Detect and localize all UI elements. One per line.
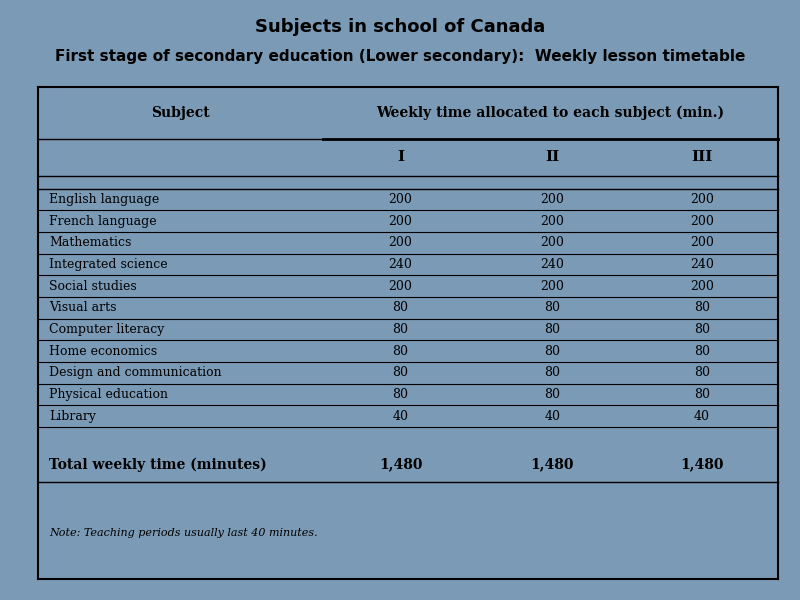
Text: I: I	[397, 150, 404, 164]
Text: 80: 80	[393, 388, 409, 401]
Text: Subject: Subject	[151, 106, 210, 120]
Text: 80: 80	[544, 367, 560, 379]
Text: 80: 80	[544, 323, 560, 336]
Text: 40: 40	[694, 410, 710, 422]
Text: Mathematics: Mathematics	[50, 236, 132, 250]
Text: 40: 40	[393, 410, 409, 422]
Text: 40: 40	[544, 410, 560, 422]
Text: 1,480: 1,480	[680, 457, 723, 472]
Text: 200: 200	[690, 280, 714, 293]
Text: 80: 80	[694, 301, 710, 314]
Text: III: III	[691, 150, 713, 164]
Text: 80: 80	[393, 323, 409, 336]
Text: Note: Teaching periods usually last 40 minutes.: Note: Teaching periods usually last 40 m…	[50, 528, 318, 538]
Text: Visual arts: Visual arts	[50, 301, 117, 314]
Text: Computer literacy: Computer literacy	[50, 323, 165, 336]
Text: II: II	[545, 150, 559, 164]
Text: English language: English language	[50, 193, 160, 206]
Text: 240: 240	[540, 258, 564, 271]
Text: 200: 200	[540, 280, 564, 293]
Text: 200: 200	[690, 215, 714, 228]
Text: Weekly time allocated to each subject (min.): Weekly time allocated to each subject (m…	[376, 106, 724, 120]
Text: 80: 80	[694, 388, 710, 401]
Text: 1,480: 1,480	[379, 457, 422, 472]
Text: 200: 200	[690, 236, 714, 250]
Text: 80: 80	[694, 367, 710, 379]
Text: 200: 200	[540, 215, 564, 228]
Text: 80: 80	[393, 367, 409, 379]
Text: 80: 80	[544, 301, 560, 314]
Text: 80: 80	[694, 323, 710, 336]
Text: Library: Library	[50, 410, 97, 422]
Text: 1,480: 1,480	[530, 457, 574, 472]
Text: 200: 200	[389, 280, 413, 293]
Text: Integrated science: Integrated science	[50, 258, 168, 271]
Text: 80: 80	[544, 388, 560, 401]
Text: 80: 80	[544, 345, 560, 358]
Text: 200: 200	[540, 236, 564, 250]
Text: 240: 240	[389, 258, 413, 271]
Text: 200: 200	[389, 193, 413, 206]
Text: Design and communication: Design and communication	[50, 367, 222, 379]
Text: 200: 200	[540, 193, 564, 206]
Text: 200: 200	[389, 236, 413, 250]
Text: 240: 240	[690, 258, 714, 271]
Text: Social studies: Social studies	[50, 280, 138, 293]
Text: 200: 200	[389, 215, 413, 228]
Text: 80: 80	[393, 301, 409, 314]
Text: 200: 200	[690, 193, 714, 206]
Text: Total weekly time (minutes): Total weekly time (minutes)	[50, 457, 267, 472]
Text: 80: 80	[393, 345, 409, 358]
Text: Home economics: Home economics	[50, 345, 158, 358]
Text: 80: 80	[694, 345, 710, 358]
Text: French language: French language	[50, 215, 157, 228]
Text: Subjects in school of Canada: Subjects in school of Canada	[255, 18, 545, 36]
Text: Physical education: Physical education	[50, 388, 169, 401]
Text: First stage of secondary education (Lower secondary):  Weekly lesson timetable: First stage of secondary education (Lowe…	[55, 49, 745, 64]
